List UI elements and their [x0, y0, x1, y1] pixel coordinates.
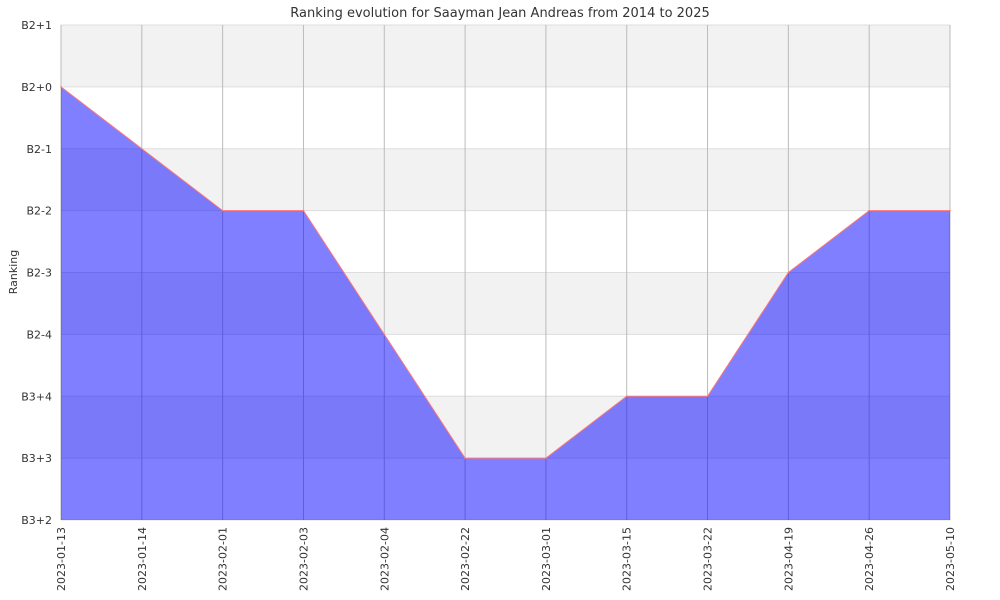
data-point — [221, 209, 224, 212]
x-tick-label: 2023-02-22 — [459, 527, 472, 591]
y-tick-label: B2-1 — [26, 143, 52, 156]
data-point — [302, 209, 305, 212]
x-tick-label: 2023-03-15 — [621, 527, 634, 591]
y-tick-label: B2-2 — [26, 205, 52, 218]
grid-band — [61, 86, 950, 149]
y-tick-labels: B3+2 B3+3 B3+4 B2-4 B2-3 B2-2 B2-1 B2+0 B2+1 — [21, 19, 52, 527]
data-point — [868, 209, 870, 212]
y-tick-label: B3+4 — [21, 390, 52, 403]
x-tick-label: 2023-01-13 — [55, 527, 68, 591]
x-tick-label: 2023-04-26 — [863, 527, 876, 591]
data-point — [706, 395, 709, 398]
data-point — [141, 147, 143, 150]
ranking-area-fill — [61, 86, 950, 520]
data-point — [464, 457, 466, 459]
data-point — [545, 457, 547, 459]
y-axis-label: Ranking — [7, 250, 20, 295]
grid-band — [61, 25, 950, 87]
data-point — [383, 333, 386, 336]
x-tick-label: 2023-02-03 — [297, 527, 310, 591]
x-tick-label: 2023-02-04 — [378, 527, 391, 591]
x-tick-label: 2023-05-10 — [944, 527, 957, 591]
ranking-area — [60, 86, 951, 520]
x-tick-label: 2023-04-19 — [782, 527, 795, 591]
x-tick-label: 2023-03-01 — [540, 527, 553, 591]
data-point — [625, 395, 628, 398]
ranking-line — [60, 86, 950, 459]
data-point — [949, 209, 951, 212]
x-tick-label: 2023-03-22 — [702, 527, 715, 591]
x-tick-label: 2023-02-01 — [217, 527, 230, 591]
y-tick-label: B2-3 — [26, 267, 52, 280]
y-tick-label: B3+2 — [21, 514, 52, 527]
y-tick-label: B2+1 — [21, 19, 52, 32]
y-tick-label: B3+3 — [21, 452, 52, 465]
y-tick-label: B2-4 — [26, 328, 52, 341]
data-point — [60, 86, 62, 88]
data-point — [787, 271, 790, 274]
chart-title: Ranking evolution for Saayman Jean Andre… — [290, 6, 710, 21]
x-tick-labels: 2023-01-13 2023-01-14 2023-02-01 2023-02-03… — [55, 527, 957, 591]
y-tick-label: B2+0 — [21, 81, 52, 94]
x-tick-label: 2023-01-14 — [136, 527, 149, 591]
